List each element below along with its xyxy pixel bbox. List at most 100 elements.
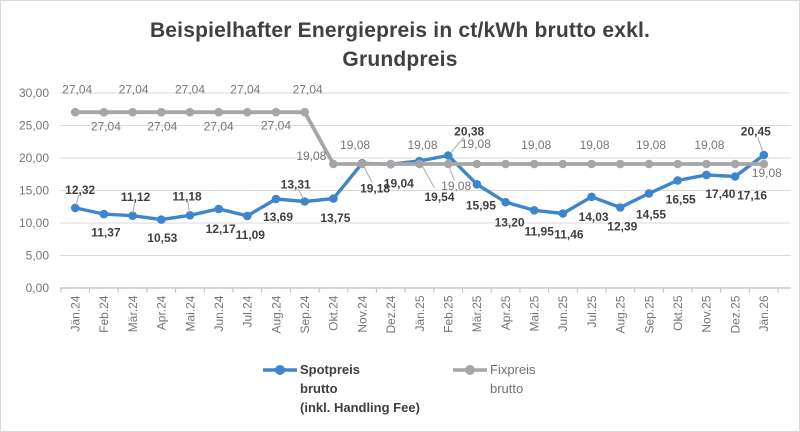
data-point bbox=[300, 197, 310, 206]
data-label: 20,38 bbox=[454, 125, 484, 139]
data-point bbox=[329, 159, 338, 169]
data-point bbox=[759, 159, 769, 169]
data-label: 17,16 bbox=[737, 189, 767, 203]
y-tick-label: 15,00 bbox=[19, 184, 49, 198]
data-label: 19,08 bbox=[340, 138, 370, 152]
x-tick-label: Mär.25 bbox=[470, 295, 484, 332]
data-label: 27,04 bbox=[147, 119, 177, 133]
data-label: 17,40 bbox=[705, 187, 735, 201]
y-axis-tick-labels: 0,00 5,00 10,00 15,00 20,00 25,00 30,00 bbox=[19, 86, 49, 295]
data-label: 12,32 bbox=[65, 183, 95, 197]
data-label: 10,53 bbox=[147, 231, 177, 245]
x-tick-label: Apr.25 bbox=[499, 295, 513, 330]
data-point bbox=[673, 159, 682, 169]
data-point bbox=[70, 107, 80, 117]
data-point bbox=[157, 215, 166, 224]
data-point bbox=[271, 107, 281, 117]
data-label: 13,31 bbox=[281, 178, 311, 192]
data-label: 19,04 bbox=[384, 176, 414, 190]
data-label: 27,04 bbox=[261, 118, 291, 132]
x-axis-tick-labels: Jän.24 Feb.24 Mär.24 Apr.24 Mai.24 Jun.24 Jul.… bbox=[69, 295, 772, 333]
data-point bbox=[587, 159, 596, 169]
data-point bbox=[587, 192, 596, 202]
data-point bbox=[730, 172, 740, 181]
x-tick-label: Aug.25 bbox=[614, 295, 628, 333]
y-tick-label: 5,00 bbox=[26, 249, 50, 263]
x-tick-label: Mai.24 bbox=[183, 295, 197, 331]
data-point bbox=[300, 107, 310, 117]
data-point bbox=[243, 211, 252, 221]
data-point bbox=[157, 107, 166, 117]
data-label: 14,03 bbox=[579, 210, 609, 224]
data-label: 11,95 bbox=[525, 225, 555, 239]
x-tick-label: Nov.24 bbox=[355, 295, 369, 332]
data-label: 19,08 bbox=[694, 138, 724, 152]
data-label: 19,08 bbox=[752, 166, 782, 180]
data-label: 11,37 bbox=[91, 225, 121, 239]
data-label: 19,08 bbox=[580, 138, 610, 152]
data-point bbox=[501, 197, 510, 207]
x-tick-label: Apr.24 bbox=[155, 295, 169, 330]
data-point bbox=[357, 159, 367, 169]
x-tick-label: Okt.24 bbox=[327, 295, 341, 331]
data-point bbox=[616, 159, 625, 169]
x-tick-label: Sep.25 bbox=[642, 295, 656, 333]
data-point bbox=[443, 159, 453, 169]
data-point bbox=[185, 107, 195, 117]
x-tick-label: Jun.25 bbox=[556, 295, 570, 331]
data-label: 20,45 bbox=[741, 124, 771, 138]
chart-title-line2: Grundpreis bbox=[342, 48, 458, 71]
data-label: 14,55 bbox=[636, 208, 666, 222]
data-point bbox=[415, 159, 424, 169]
data-label: 11,09 bbox=[236, 228, 266, 242]
chart-title-line1: Beispielhafter Energiepreis in ct/kWh br… bbox=[149, 19, 651, 42]
data-label: 13,20 bbox=[495, 215, 525, 229]
data-label: 15,95 bbox=[466, 199, 496, 213]
data-label: 27,04 bbox=[293, 82, 323, 96]
data-label: 27,04 bbox=[62, 82, 92, 96]
data-label: 27,04 bbox=[230, 82, 260, 96]
data-point bbox=[128, 211, 137, 220]
data-point bbox=[673, 176, 682, 185]
data-point bbox=[558, 159, 568, 169]
data-label: 27,04 bbox=[175, 82, 205, 96]
y-tick-label: 20,00 bbox=[19, 151, 49, 165]
label-leader-lines bbox=[75, 136, 764, 213]
data-label: 19,08 bbox=[636, 138, 666, 152]
data-label: 12,39 bbox=[607, 220, 637, 234]
data-label: 19,08 bbox=[296, 149, 326, 163]
data-label: 13,75 bbox=[320, 211, 350, 225]
data-point bbox=[214, 204, 223, 214]
data-point bbox=[70, 203, 80, 213]
data-point bbox=[243, 107, 252, 117]
data-point bbox=[558, 209, 568, 218]
x-tick-label: Jän.25 bbox=[413, 295, 427, 331]
data-label: 27,04 bbox=[91, 119, 121, 133]
data-point bbox=[730, 159, 740, 169]
x-tick-label: Mai.25 bbox=[528, 295, 542, 331]
data-label: 27,04 bbox=[204, 119, 234, 133]
gridlines bbox=[60, 92, 791, 256]
series-line-fixpreis bbox=[70, 107, 769, 169]
data-labels-fixpreis: 27,04 27,04 27,04 27,04 27,04 27,04 27,04 27,04… bbox=[62, 82, 782, 193]
data-label: 19,18 bbox=[360, 182, 390, 196]
y-tick-label: 25,00 bbox=[19, 119, 49, 133]
data-point bbox=[759, 150, 769, 160]
data-label: 12,17 bbox=[206, 222, 236, 236]
x-tick-label: Sep.24 bbox=[298, 295, 312, 333]
x-tick-label: Nov.25 bbox=[700, 295, 714, 332]
data-point bbox=[472, 180, 482, 189]
x-tick-label: Jän.26 bbox=[757, 295, 771, 331]
x-tick-label: Dez.25 bbox=[728, 295, 742, 333]
x-tick-label: Okt.25 bbox=[671, 295, 685, 331]
y-tick-label: 10,00 bbox=[19, 216, 49, 230]
data-point bbox=[644, 159, 654, 169]
data-point bbox=[329, 194, 338, 203]
data-labels-spotpreis: 12,32 11,37 11,12 10,53 11,18 12,17 11,09 13,69… bbox=[65, 124, 771, 245]
data-label: 13,69 bbox=[263, 210, 293, 224]
data-point bbox=[99, 107, 109, 117]
data-label: 11,12 bbox=[121, 190, 151, 204]
y-tick-label: 0,00 bbox=[26, 281, 50, 295]
data-label: 27,04 bbox=[119, 82, 149, 96]
